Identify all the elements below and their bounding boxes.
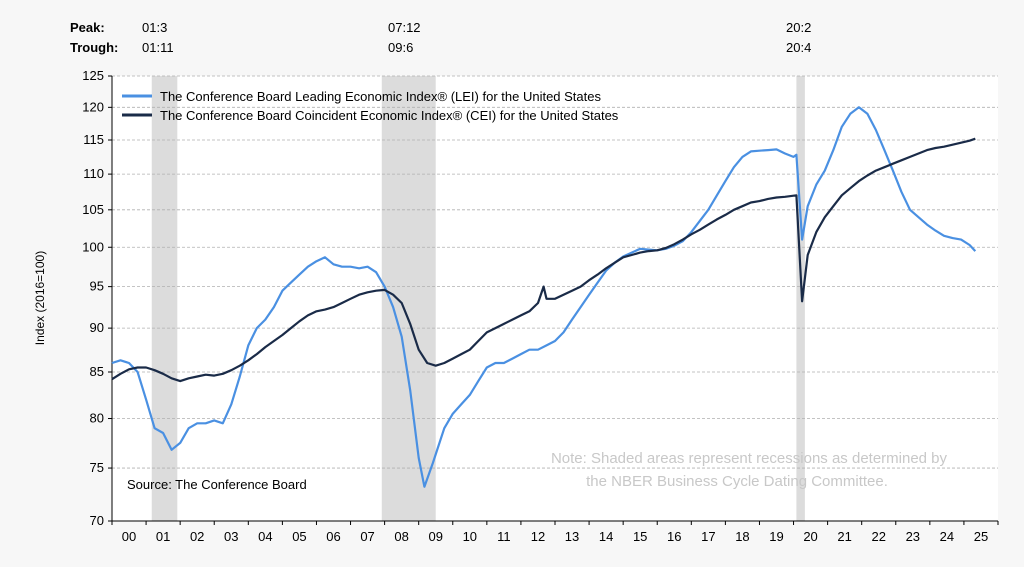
x-tick-label-24: 24: [940, 529, 954, 544]
x-tick-label-21: 21: [837, 529, 851, 544]
x-tick-label-03: 03: [224, 529, 238, 544]
y-tick-label-110: 110: [83, 166, 104, 181]
x-tick-label-05: 05: [292, 529, 306, 544]
x-tick-label-09: 09: [428, 529, 442, 544]
x-tick-label-16: 16: [667, 529, 681, 544]
x-tick-label-15: 15: [633, 529, 647, 544]
source-note: Source: The Conference Board: [127, 477, 307, 492]
legend-label-lei: The Conference Board Leading Economic In…: [160, 89, 601, 104]
cei-line: [111, 137, 976, 383]
x-tick-label-13: 13: [565, 529, 579, 544]
x-tick-label-04: 04: [258, 529, 272, 544]
y-tick-label-105: 105: [82, 202, 104, 217]
recession-2-peak: 07:12: [388, 20, 421, 35]
recession-1-peak: 01:3: [142, 20, 167, 35]
y-tick-label-80: 80: [90, 411, 104, 426]
x-tick-label-19: 19: [769, 529, 783, 544]
y-tick-label-95: 95: [90, 279, 104, 294]
x-tick-label-02: 02: [190, 529, 204, 544]
series-lines: [111, 106, 977, 488]
x-axis: 00 01 02 03 04 05 06 07 08 09 10 11 12 13 14 15 16 17 18 19…: [111, 520, 999, 544]
recession-note-line2: the NBER Business Cycle Dating Committee…: [586, 473, 888, 490]
y-tick-label-115: 115: [83, 132, 104, 147]
x-tick-label-07: 07: [360, 529, 374, 544]
x-tick-label-01: 01: [156, 529, 170, 544]
x-tick-label-08: 08: [394, 529, 408, 544]
y-axis: 70 75 80 85 90 95 100 105 110 115 120 125: [82, 68, 113, 528]
recession-note-line1: Note: Shaded areas represent recessions …: [551, 450, 948, 467]
recession-band-1: [151, 76, 178, 521]
x-tick-label-18: 18: [735, 529, 749, 544]
recession-dates-header: Peak: Trough: 01:3 01:11 07:12 09:6 20:2…: [70, 20, 811, 55]
recession-3-peak: 20:2: [786, 20, 811, 35]
x-tick-label-22: 22: [871, 529, 885, 544]
x-tick-label-14: 14: [599, 529, 613, 544]
x-tick-label-17: 17: [701, 529, 715, 544]
y-tick-label-85: 85: [90, 364, 104, 379]
y-tick-label-90: 90: [90, 320, 104, 335]
x-tick-label-10: 10: [463, 529, 477, 544]
y-tick-label-75: 75: [90, 460, 104, 475]
lei-line: [111, 106, 977, 488]
y-tick-label-70: 70: [90, 513, 104, 528]
legend-label-cei: The Conference Board Coincident Economic…: [160, 108, 619, 123]
x-tick-label-20: 20: [803, 529, 817, 544]
recession-1-trough: 01:11: [142, 40, 174, 55]
y-axis-label: Index (2016=100): [33, 251, 47, 345]
recession-3-trough: 20:4: [786, 40, 811, 55]
x-tick-label-12: 12: [531, 529, 545, 544]
peak-label: Peak:: [70, 20, 105, 35]
x-tick-label-25: 25: [974, 529, 988, 544]
y-tick-label-125: 125: [82, 68, 104, 83]
x-tick-label-11: 11: [497, 529, 511, 544]
recession-2-trough: 09:6: [388, 40, 413, 55]
recession-band-3: [796, 76, 805, 521]
x-tick-label-06: 06: [326, 529, 340, 544]
trough-label: Trough:: [70, 40, 118, 55]
legend: The Conference Board Leading Economic In…: [122, 89, 619, 123]
y-tick-label-100: 100: [82, 239, 104, 254]
recession-bands: [151, 76, 805, 521]
x-tick-label-00: 00: [122, 529, 136, 544]
y-tick-label-120: 120: [82, 99, 104, 114]
recession-band-2: [381, 76, 436, 521]
x-tick-label-23: 23: [906, 529, 920, 544]
